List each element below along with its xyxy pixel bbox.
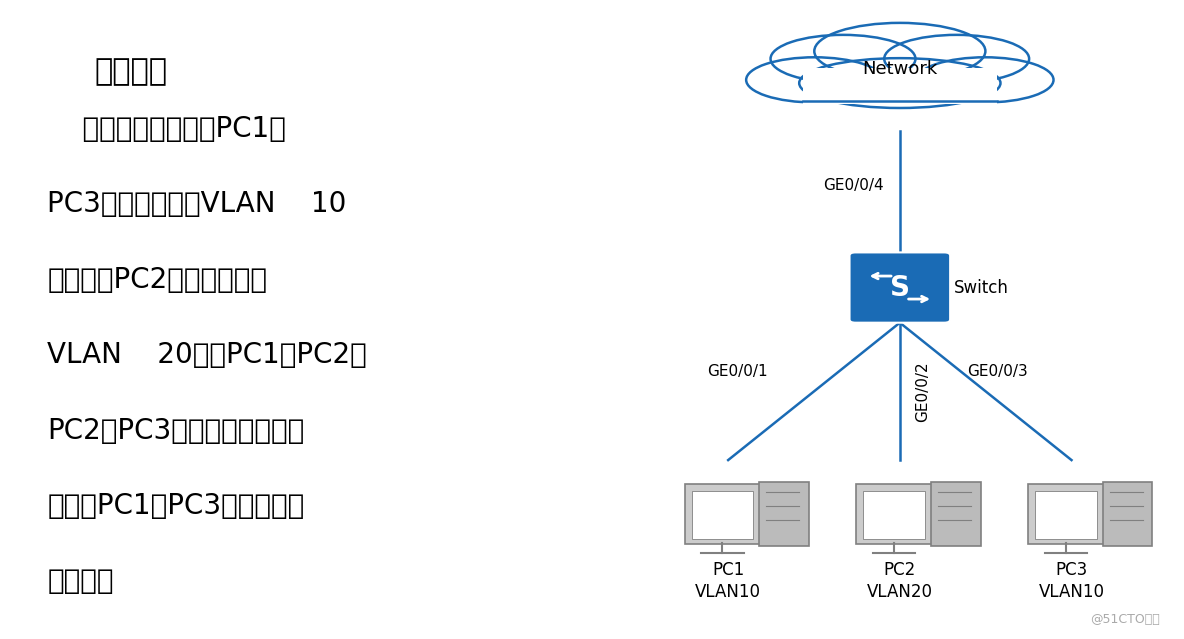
- Text: PC3: PC3: [1055, 561, 1088, 579]
- Text: VLAN20: VLAN20: [867, 583, 933, 601]
- Text: PC3的接口划分到VLAN    10: PC3的接口划分到VLAN 10: [47, 190, 347, 219]
- Ellipse shape: [884, 35, 1029, 82]
- Ellipse shape: [799, 58, 1000, 108]
- Text: 组网需求: 组网需求: [95, 58, 168, 86]
- Text: 如图所示，把连接PC1和: 如图所示，把连接PC1和: [47, 115, 287, 143]
- Text: GE0/0/2: GE0/0/2: [915, 361, 931, 422]
- Text: GE0/0/4: GE0/0/4: [823, 178, 883, 193]
- FancyBboxPatch shape: [759, 482, 809, 546]
- Ellipse shape: [746, 58, 883, 102]
- Ellipse shape: [771, 35, 915, 82]
- Text: @51CTO博客: @51CTO博客: [1090, 613, 1160, 626]
- Bar: [803, 68, 997, 104]
- Text: GE0/0/3: GE0/0/3: [967, 364, 1028, 378]
- FancyBboxPatch shape: [1102, 482, 1152, 546]
- Ellipse shape: [815, 23, 985, 79]
- Text: PC2和PC3不能直接进行二层: PC2和PC3不能直接进行二层: [47, 417, 304, 445]
- Text: PC2: PC2: [883, 561, 916, 579]
- Text: Network: Network: [862, 60, 938, 78]
- FancyBboxPatch shape: [849, 252, 950, 323]
- FancyBboxPatch shape: [856, 484, 932, 544]
- FancyBboxPatch shape: [863, 491, 925, 539]
- FancyBboxPatch shape: [1028, 484, 1103, 544]
- Text: ，把连接PC2的接口划分到: ，把连接PC2的接口划分到: [47, 266, 268, 294]
- Ellipse shape: [916, 58, 1054, 102]
- FancyBboxPatch shape: [1035, 491, 1096, 539]
- Text: VLAN10: VLAN10: [1038, 583, 1105, 601]
- Text: PC1: PC1: [712, 561, 745, 579]
- Text: S: S: [890, 273, 909, 302]
- Text: GE0/0/1: GE0/0/1: [707, 364, 767, 378]
- FancyBboxPatch shape: [684, 484, 760, 544]
- FancyBboxPatch shape: [691, 491, 753, 539]
- Text: Switch: Switch: [953, 279, 1009, 296]
- Text: VLAN10: VLAN10: [695, 583, 761, 601]
- Text: VLAN    20，使PC1和PC2、: VLAN 20，使PC1和PC2、: [47, 341, 367, 369]
- Text: 通信，PC1和PC3可以直接互: 通信，PC1和PC3可以直接互: [47, 492, 304, 520]
- Text: 相通信。: 相通信。: [47, 567, 114, 596]
- FancyBboxPatch shape: [931, 482, 980, 546]
